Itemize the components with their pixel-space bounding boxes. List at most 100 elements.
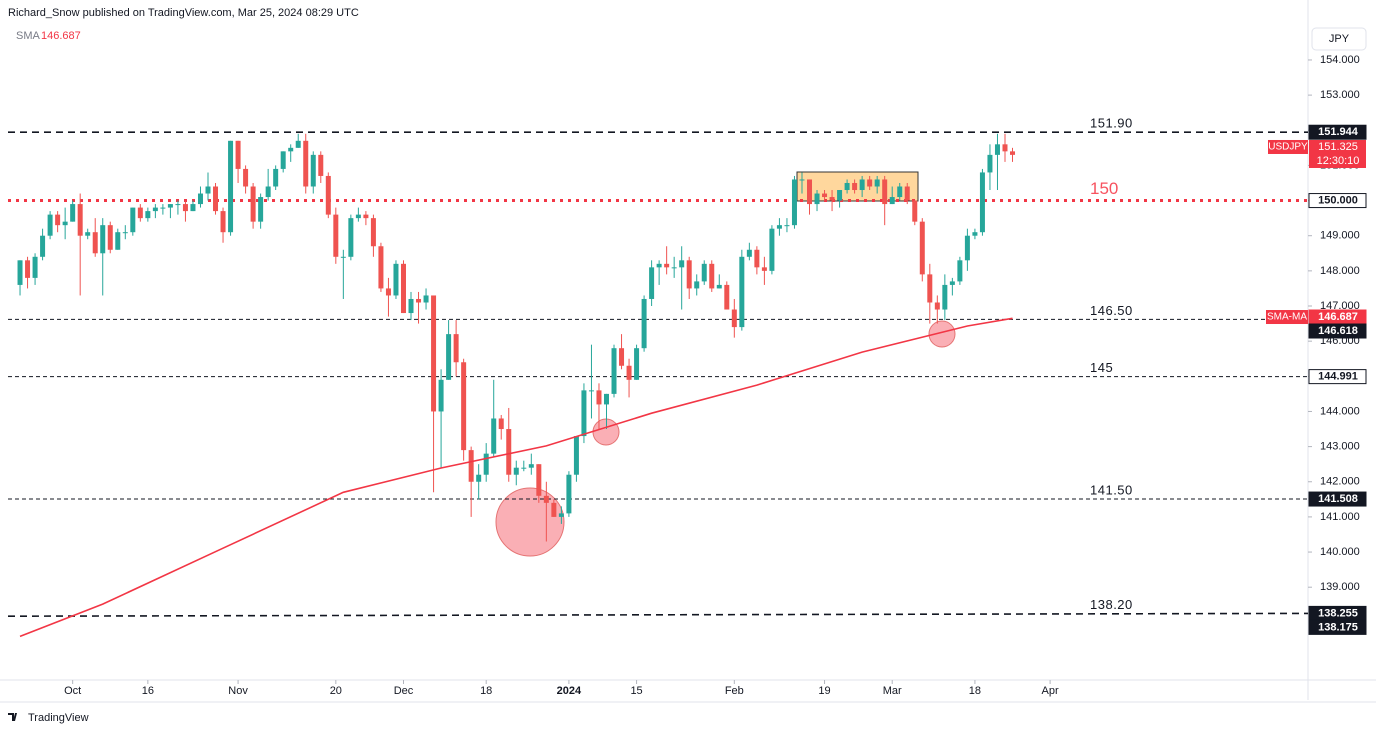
candle-body (724, 284, 730, 310)
candle-body (265, 186, 271, 198)
candle-body (122, 232, 128, 234)
candle-body (769, 228, 775, 271)
symbol-countdown: 12:30:10 (1317, 155, 1360, 167)
level-label: 138.20 (1090, 597, 1133, 612)
candle-body (461, 362, 467, 451)
candle-body (949, 281, 955, 285)
x-tick-label: Apr (1042, 685, 1059, 697)
candle-body (160, 207, 166, 209)
candle-body (731, 309, 737, 328)
candle-body (897, 186, 903, 198)
candle-body (822, 193, 828, 198)
sma-tag-name: SMA-MA (1267, 312, 1307, 323)
candle-body (483, 453, 489, 475)
level-tag: 141.508 (1318, 493, 1358, 505)
candle-body (220, 211, 226, 233)
y-tick-label: 143.000 (1320, 441, 1360, 453)
candle-body (686, 260, 692, 289)
level-tag-box (1308, 619, 1367, 635)
x-tick-label: Dec (394, 685, 414, 697)
candle-body (446, 334, 452, 380)
y-tick-label: 149.000 (1320, 230, 1360, 242)
candle-body (310, 154, 316, 187)
level-tag: 144.991 (1318, 371, 1358, 383)
symbol-tag-box (1309, 139, 1366, 168)
candle-body (70, 204, 76, 222)
candle-body (814, 193, 820, 205)
candle-body (62, 221, 68, 226)
sma-legend-value: 146.687 (41, 30, 81, 42)
level-line (7, 612, 1309, 618)
candle-body (393, 263, 399, 296)
candle-body (829, 197, 835, 201)
x-tick-label: 15 (630, 685, 642, 697)
candle-body (107, 225, 113, 250)
candle-body (340, 256, 346, 258)
candle-body (649, 267, 655, 299)
candle-body (807, 179, 813, 205)
x-tick-label: Mar (883, 685, 902, 697)
candle-body (355, 214, 361, 219)
currency-button[interactable] (1311, 27, 1367, 51)
x-tick-label: 2024 (557, 685, 582, 697)
candle-body (468, 450, 474, 482)
currency-label[interactable]: JPY (1329, 33, 1350, 45)
candle-body (551, 502, 557, 517)
y-tick-label: 142.000 (1320, 476, 1360, 488)
candle-body (77, 204, 83, 236)
candle-body (739, 256, 745, 328)
levels: 151.90 150 146.50 145 141.50 138.20 (7, 116, 1309, 618)
candle-body (152, 207, 158, 212)
candle-body (243, 168, 249, 187)
candle-body (784, 225, 790, 227)
candle-body (934, 302, 940, 310)
candle-body (521, 467, 527, 469)
candle-body (927, 274, 933, 303)
candle-body (972, 232, 978, 236)
x-tick-label: Feb (725, 685, 744, 697)
candle-body (656, 263, 662, 268)
candle-body (333, 214, 339, 257)
candle-body (912, 200, 918, 222)
candle-body (536, 464, 542, 496)
candle-body (581, 390, 587, 437)
candle-body (228, 140, 234, 233)
candle-body (709, 263, 715, 289)
candle-body (213, 186, 219, 212)
x-tick-label: 18 (480, 685, 492, 697)
level-tag: 151.944 (1318, 126, 1359, 138)
candle-body (867, 179, 873, 187)
y-tick-label: 140.000 (1320, 546, 1360, 558)
candle-body (776, 225, 782, 229)
candle-body (273, 168, 279, 187)
candle-body (318, 154, 324, 176)
highlight-circle (495, 487, 565, 557)
x-tick-label: Nov (228, 685, 248, 697)
sma-legend-name: SMA (16, 30, 41, 42)
candle-body (566, 474, 572, 514)
y-tick-label: 147.000 (1320, 300, 1360, 312)
candle-body (167, 204, 173, 208)
y-tick-label: 139.000 (1320, 581, 1360, 593)
candle-body (258, 197, 264, 222)
y-tick-label: 148.000 (1320, 265, 1360, 277)
candle-body (100, 225, 106, 254)
candle-body (791, 179, 797, 226)
candle-body (303, 140, 309, 187)
candle-body (55, 214, 61, 226)
candle-body (175, 204, 181, 206)
candle-body (904, 186, 910, 201)
level-label: 150 (1090, 179, 1118, 198)
candle-body (25, 260, 31, 278)
candle-body (205, 186, 211, 194)
candle-body (611, 348, 617, 394)
candle-body (859, 179, 865, 191)
candle-body (852, 182, 858, 191)
candle-body (47, 214, 53, 236)
candle-body (85, 232, 91, 236)
level-tag: 138.175 (1318, 621, 1358, 633)
candle-body (694, 281, 700, 289)
level-tag-box (1308, 369, 1367, 385)
level-tag: 138.255 (1318, 607, 1358, 619)
